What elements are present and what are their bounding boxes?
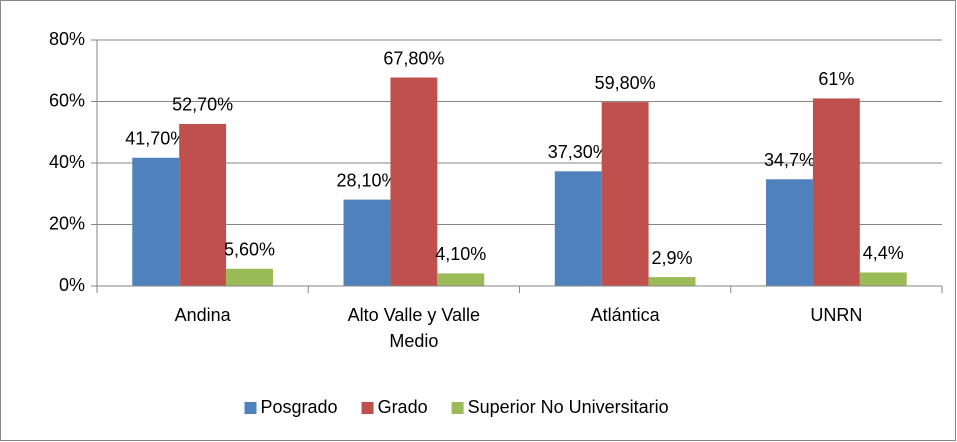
bar [179, 123, 227, 286]
bar [437, 273, 485, 286]
x-tick-label: Atlántica [590, 305, 660, 325]
bar [343, 199, 391, 286]
y-tick-label: 0% [59, 275, 85, 295]
bar [648, 277, 696, 286]
bar [601, 102, 649, 287]
value-label: 5,60% [224, 240, 275, 260]
x-tick-label: UNRN [810, 305, 863, 325]
value-label: 34,7% [764, 150, 815, 170]
bar [859, 272, 907, 286]
value-label: 59,80% [595, 73, 656, 93]
bar [554, 171, 602, 286]
bar [132, 157, 180, 286]
y-tick-label: 80% [49, 29, 85, 49]
legend-swatch [451, 402, 464, 414]
y-tick-label: 40% [49, 152, 85, 172]
x-tick-label: Andina [174, 305, 231, 325]
value-label: 28,10% [336, 170, 397, 190]
bar [812, 98, 860, 286]
legend-swatch [361, 402, 374, 414]
value-label: 37,30% [548, 142, 609, 162]
legend-label: Grado [378, 397, 428, 417]
value-label: 67,80% [383, 48, 444, 68]
value-label: 4,4% [863, 243, 904, 263]
value-label: 2,9% [652, 248, 693, 268]
value-label: 61% [818, 69, 854, 89]
y-tick-label: 60% [49, 90, 85, 110]
bar [390, 77, 438, 286]
legend-label: Posgrado [261, 397, 338, 417]
value-label: 41,70% [125, 129, 186, 149]
value-label: 52,70% [172, 95, 233, 115]
x-tick-label: Alto Valle y Valle Medio [347, 305, 481, 351]
legend-swatch [244, 402, 257, 414]
legend-label: Superior No Universitario [468, 397, 669, 417]
bar [226, 268, 273, 286]
bar [766, 179, 813, 286]
y-tick-label: 20% [49, 213, 85, 233]
value-label: 4,10% [435, 244, 486, 264]
